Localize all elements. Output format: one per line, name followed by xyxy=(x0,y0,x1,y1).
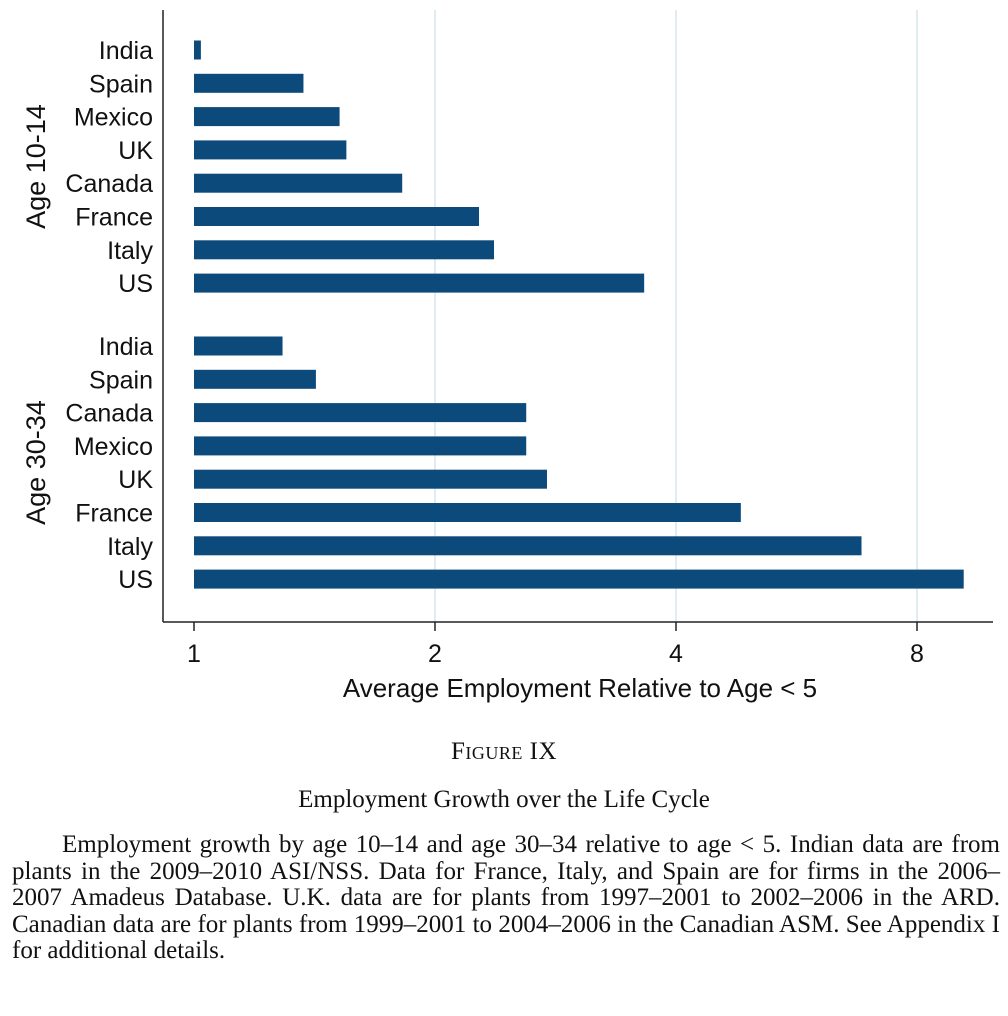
bar xyxy=(194,569,964,589)
category-labels: India Spain Mexico UK Canada France Italy US Ind… xyxy=(65,37,153,594)
bars xyxy=(194,40,964,589)
bar xyxy=(194,240,495,260)
category-label: Italy xyxy=(107,533,153,561)
category-label: Mexico xyxy=(74,104,153,132)
x-axis-ticks: 1 2 4 8 xyxy=(187,622,924,668)
category-label: Italy xyxy=(107,237,153,265)
bar xyxy=(194,403,527,423)
bar xyxy=(194,503,741,522)
figure-title: Employment Growth over the Life Cycle xyxy=(298,786,710,813)
x-axis-title: Average Employment Relative to Age < 5 xyxy=(343,673,817,703)
bar xyxy=(194,140,347,160)
group-label: Age 30-34 xyxy=(21,400,51,525)
category-label: UK xyxy=(118,137,153,165)
bar xyxy=(194,207,480,226)
bar xyxy=(194,173,403,193)
grid-lines xyxy=(434,10,918,622)
bar xyxy=(194,336,283,356)
bar xyxy=(194,107,340,127)
x-tick-label: 8 xyxy=(910,640,924,668)
bar xyxy=(194,436,527,456)
category-label: India xyxy=(99,37,153,65)
bar xyxy=(194,40,201,60)
category-label: US xyxy=(118,566,153,594)
group-label: Age 10-14 xyxy=(21,104,51,229)
bar xyxy=(194,536,862,556)
category-label: US xyxy=(118,270,153,298)
category-label: Spain xyxy=(89,366,153,394)
category-label: France xyxy=(75,204,153,232)
bar xyxy=(194,369,316,389)
x-tick-label: 2 xyxy=(428,640,442,668)
category-label: Spain xyxy=(89,70,153,98)
category-label: UK xyxy=(118,466,153,494)
group-labels: Age 10-14 Age 30-34 xyxy=(21,104,51,525)
category-label: Canada xyxy=(65,400,153,428)
category-label: India xyxy=(99,333,153,361)
bar xyxy=(194,469,547,489)
x-tick-label: 4 xyxy=(669,640,683,668)
category-label: Mexico xyxy=(74,433,153,461)
figure-label: Figure IX xyxy=(450,738,558,765)
bar xyxy=(194,273,645,293)
bar xyxy=(194,73,304,93)
category-label: France xyxy=(75,500,153,528)
figure-note: Employment growth by age 10–14 and age 3… xyxy=(12,831,1000,964)
x-tick-label: 1 xyxy=(187,640,201,668)
category-label: Canada xyxy=(65,170,153,198)
bar-chart: India Spain Mexico UK Canada France Italy US Ind… xyxy=(21,10,993,703)
